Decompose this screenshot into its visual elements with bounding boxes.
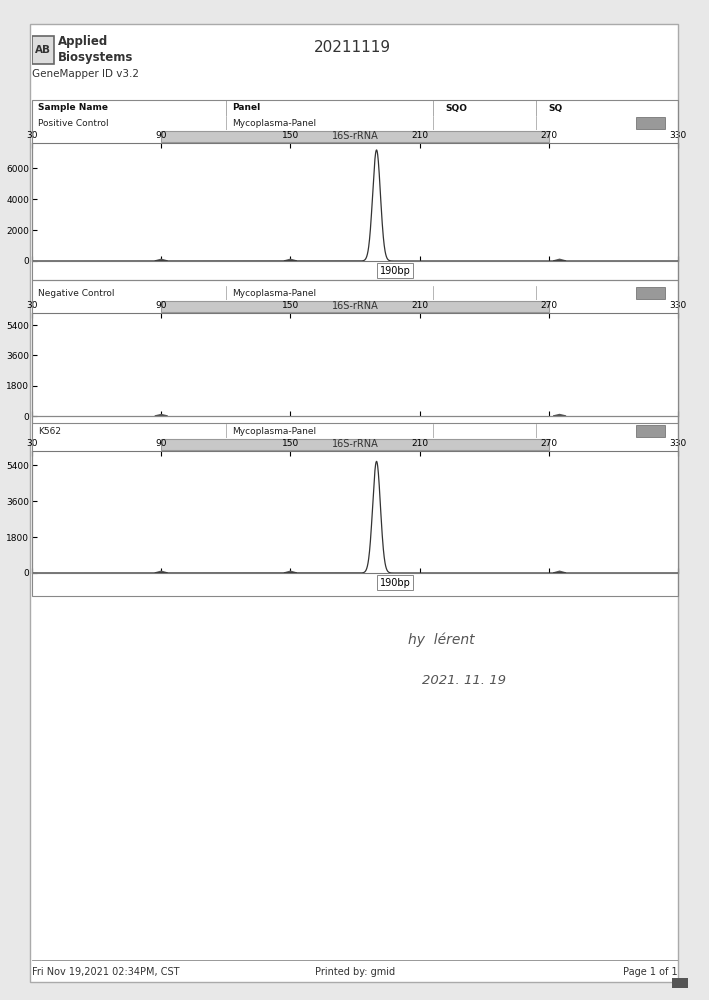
Polygon shape xyxy=(553,259,566,261)
FancyBboxPatch shape xyxy=(636,425,665,437)
Text: Page 1 of 1: Page 1 of 1 xyxy=(623,967,678,977)
Polygon shape xyxy=(155,259,167,261)
Text: SQO: SQO xyxy=(445,104,467,112)
Text: 2021. 11. 19: 2021. 11. 19 xyxy=(422,674,506,686)
Text: Mycoplasma-Panel: Mycoplasma-Panel xyxy=(233,426,316,436)
Polygon shape xyxy=(284,259,297,261)
Text: hy  lérent: hy lérent xyxy=(408,633,474,647)
Text: Panel: Panel xyxy=(233,104,260,112)
Polygon shape xyxy=(155,414,167,416)
Text: Applied: Applied xyxy=(58,35,108,48)
Text: Positive Control: Positive Control xyxy=(38,118,109,127)
FancyBboxPatch shape xyxy=(161,131,549,142)
Polygon shape xyxy=(284,571,297,573)
Text: Sample Name: Sample Name xyxy=(38,104,108,112)
FancyBboxPatch shape xyxy=(636,287,665,299)
Text: Biosystems: Biosystems xyxy=(58,50,133,64)
Text: K562: K562 xyxy=(38,426,62,436)
Text: Negative Control: Negative Control xyxy=(38,288,115,298)
Text: Mycoplasma-Panel: Mycoplasma-Panel xyxy=(233,288,316,298)
Text: 16S-rRNA: 16S-rRNA xyxy=(332,439,379,449)
Polygon shape xyxy=(155,571,167,573)
FancyBboxPatch shape xyxy=(32,36,54,64)
Text: GeneMapper ID v3.2: GeneMapper ID v3.2 xyxy=(32,69,139,79)
Text: Printed by: gmid: Printed by: gmid xyxy=(315,967,395,977)
Text: SQ: SQ xyxy=(549,104,563,112)
Text: Mycoplasma-Panel: Mycoplasma-Panel xyxy=(233,118,316,127)
FancyBboxPatch shape xyxy=(161,439,549,450)
Polygon shape xyxy=(553,571,566,573)
FancyBboxPatch shape xyxy=(161,301,549,312)
Text: 16S-rRNA: 16S-rRNA xyxy=(332,131,379,141)
Text: 16S-rRNA: 16S-rRNA xyxy=(332,301,379,311)
Text: 190bp: 190bp xyxy=(380,265,411,275)
Text: Fri Nov 19,2021 02:34PM, CST: Fri Nov 19,2021 02:34PM, CST xyxy=(32,967,179,977)
Text: AB: AB xyxy=(35,45,51,55)
Text: 190bp: 190bp xyxy=(380,578,411,587)
Polygon shape xyxy=(553,414,566,416)
FancyBboxPatch shape xyxy=(636,117,665,129)
Text: 20211119: 20211119 xyxy=(313,39,391,54)
